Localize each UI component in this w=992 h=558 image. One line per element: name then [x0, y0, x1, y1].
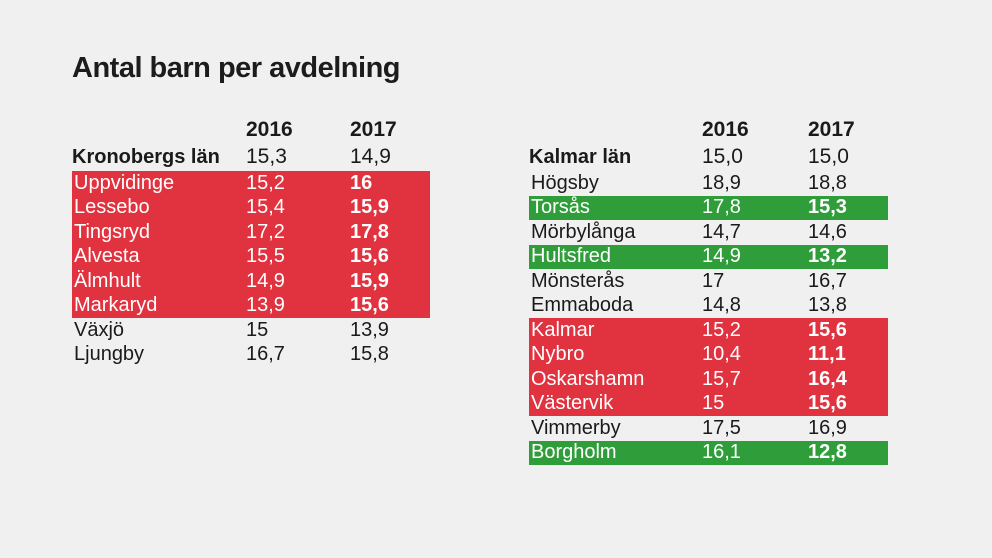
region-row: Kronobergs län 15,3 14,9	[72, 143, 430, 171]
municipality-name: Tingsryd	[74, 220, 150, 243]
table-row: Älmhult 14,9 15,9	[72, 269, 430, 294]
municipality-name: Kalmar	[531, 318, 595, 341]
table-row: Högsby 18,9 18,8	[529, 171, 888, 196]
municipality-name: Högsby	[531, 171, 599, 194]
municipality-name: Oskarshamn	[531, 367, 645, 390]
municipality-name: Ljungby	[74, 343, 145, 366]
value-2016: 15,2	[702, 318, 741, 341]
value-2017: 16,4	[808, 367, 847, 390]
value-2017: 15,3	[808, 196, 847, 219]
municipality-name: Hultsfred	[531, 245, 612, 268]
region-value-2016: 15,0	[702, 145, 743, 168]
value-2016: 14,8	[702, 294, 741, 317]
table-rows: Uppvidinge 15,2 16 Lessebo 15,4 15,9 Tingsryd 1…	[72, 171, 430, 367]
value-2016: 16,7	[246, 343, 285, 366]
value-2017: 15,6	[350, 294, 389, 317]
table-row: Ljungby 16,7 15,8	[72, 343, 430, 368]
value-2017: 12,8	[808, 441, 847, 464]
value-2017: 13,8	[808, 294, 847, 317]
table-row: Mörbylånga 14,7 14,6	[529, 220, 888, 245]
table-row: Mönsterås 17 16,7	[529, 269, 888, 294]
table-row: Nybro 10,4 11,1	[529, 342, 888, 367]
value-2016: 16,1	[702, 441, 741, 464]
value-2016: 15,7	[702, 367, 741, 390]
value-2017: 11,1	[808, 343, 846, 366]
municipality-name: Torsås	[531, 196, 590, 219]
value-2017: 15,9	[350, 196, 389, 219]
municipality-name: Västervik	[531, 392, 614, 415]
municipality-name: Växjö	[74, 318, 125, 341]
value-2017: 15,8	[350, 343, 389, 366]
value-2016: 15	[246, 318, 269, 341]
municipality-name: Vimmerby	[531, 416, 621, 439]
table-header: 2016 2017	[72, 116, 430, 143]
column-header-2016: 2016	[246, 117, 293, 141]
value-2017: 15,9	[350, 269, 389, 292]
table-row: Borgholm 16,1 12,8	[529, 440, 888, 465]
table-row: Växjö 15 13,9	[72, 318, 430, 343]
municipality-name: Borgholm	[531, 441, 617, 464]
value-2016: 10,4	[702, 343, 741, 366]
value-2017: 15,6	[350, 245, 389, 268]
table-row: Uppvidinge 15,2 16	[72, 171, 430, 196]
value-2016: 13,9	[246, 294, 285, 317]
column-header-2016: 2016	[702, 117, 749, 141]
table-rows: Högsby 18,9 18,8 Torsås 17,8 15,3 Mörbylånga 14…	[529, 171, 888, 465]
table-row: Lessebo 15,4 15,9	[72, 195, 430, 220]
value-2017: 16,9	[808, 416, 847, 439]
value-2017: 13,9	[350, 318, 389, 341]
value-2017: 16,7	[808, 269, 847, 292]
municipality-name: Alvesta	[74, 245, 140, 268]
value-2016: 14,9	[246, 269, 285, 292]
table-row: Emmaboda 14,8 13,8	[529, 294, 888, 319]
table-row: Kalmar 15,2 15,6	[529, 318, 888, 343]
municipality-name: Lessebo	[74, 196, 150, 219]
table-row: Alvesta 15,5 15,6	[72, 244, 430, 269]
municipality-name: Älmhult	[74, 269, 141, 292]
municipality-name: Emmaboda	[531, 294, 634, 317]
region-value-2017: 15,0	[808, 145, 849, 168]
value-2017: 15,6	[808, 392, 847, 415]
value-2016: 17,8	[702, 196, 741, 219]
column-header-2017: 2017	[808, 117, 855, 141]
region-value-2017: 14,9	[350, 145, 391, 168]
value-2017: 18,8	[808, 171, 847, 194]
value-2016: 15,2	[246, 171, 285, 194]
value-2016: 17,2	[246, 220, 285, 243]
value-2016: 15,5	[246, 245, 285, 268]
table-kalmar: 2016 2017 Kalmar län 15,0 15,0 Högsby 18,…	[529, 116, 888, 465]
value-2017: 15,6	[808, 318, 847, 341]
column-header-2017: 2017	[350, 117, 397, 141]
table-row: Hultsfred 14,9 13,2	[529, 244, 888, 269]
value-2016: 17	[702, 269, 725, 292]
municipality-name: Markaryd	[74, 294, 158, 317]
table-row: Tingsryd 17,2 17,8	[72, 220, 430, 245]
region-name: Kronobergs län	[72, 145, 220, 168]
chart-title: Antal barn per avdelning	[72, 52, 401, 84]
table-row: Oskarshamn 15,7 16,4	[529, 367, 888, 392]
value-2017: 14,6	[808, 220, 847, 243]
value-2017: 13,2	[808, 245, 847, 268]
value-2016: 14,9	[702, 245, 741, 268]
municipality-name: Nybro	[531, 343, 585, 366]
value-2016: 15,4	[246, 196, 285, 219]
value-2016: 14,7	[702, 220, 741, 243]
region-name: Kalmar län	[529, 145, 632, 168]
table-row: Markaryd 13,9 15,6	[72, 293, 430, 318]
municipality-name: Mönsterås	[531, 269, 625, 292]
value-2016: 18,9	[702, 171, 741, 194]
region-row: Kalmar län 15,0 15,0	[529, 143, 888, 171]
value-2017: 16	[350, 171, 373, 194]
municipality-name: Mörbylånga	[531, 220, 636, 243]
value-2016: 15	[702, 392, 725, 415]
table-row: Torsås 17,8 15,3	[529, 195, 888, 220]
table-header: 2016 2017	[529, 116, 888, 143]
table-row: Västervik 15 15,6	[529, 391, 888, 416]
municipality-name: Uppvidinge	[74, 171, 175, 194]
region-value-2016: 15,3	[246, 145, 287, 168]
table-kronoberg: 2016 2017 Kronobergs län 15,3 14,9 Uppvi…	[72, 116, 430, 367]
value-2017: 17,8	[350, 220, 389, 243]
table-row: Vimmerby 17,5 16,9	[529, 416, 888, 441]
value-2016: 17,5	[702, 416, 741, 439]
